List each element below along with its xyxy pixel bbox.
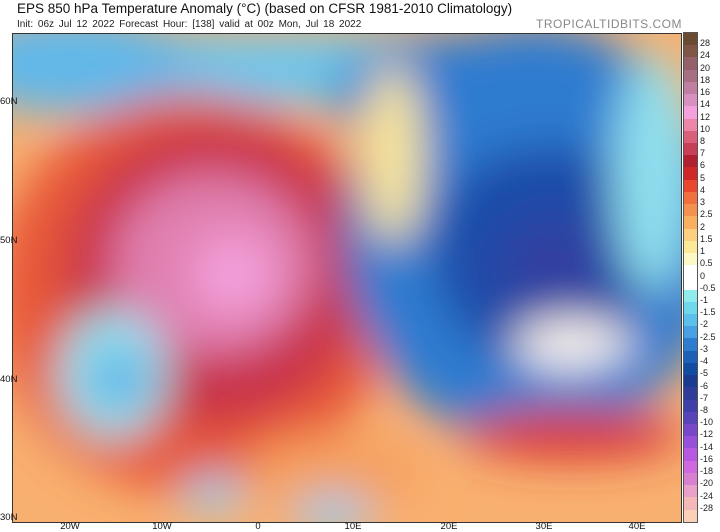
colorbar-label: -2	[700, 319, 709, 330]
colorbar-label: -28	[700, 502, 714, 513]
map-title: EPS 850 hPa Temperature Anomaly (°C) (ba…	[17, 1, 513, 16]
colorbar-label: -0.5	[700, 282, 716, 293]
lon-label-20w: 20W	[60, 521, 80, 532]
colorbar-swatch	[684, 301, 697, 315]
colorbar-swatch	[684, 57, 697, 70]
colorbar-swatch	[684, 277, 697, 290]
colorbar-swatch	[684, 142, 697, 156]
colorbar-label: -18	[700, 466, 714, 477]
lon-label-40e: 40E	[628, 521, 646, 532]
colorbar-swatch	[684, 314, 697, 327]
colorbar-swatch	[684, 411, 697, 424]
colorbar-swatch	[684, 179, 697, 192]
map-subtitle: Init: 06z Jul 12 2022 Forecast Hour: [13…	[17, 19, 362, 30]
colorbar-label: 28	[700, 38, 711, 49]
colorbar-swatch	[684, 399, 697, 412]
colorbar-label: -10	[700, 417, 714, 428]
lat-label-60n: 60N	[0, 96, 18, 107]
colorbar-label: -20	[700, 478, 714, 489]
colorbar-label: 18	[700, 74, 711, 85]
colorbar-label: -5	[700, 368, 709, 379]
colorbar-label: -24	[700, 490, 714, 501]
colorbar-swatch	[684, 265, 697, 278]
colorbar-swatch	[684, 362, 697, 376]
colorbar-label: -1.5	[700, 307, 716, 318]
colorbar-swatch	[684, 289, 697, 302]
colorbar-swatch	[684, 460, 697, 473]
lon-label-10e: 10E	[344, 521, 362, 532]
colorbar-label: 16	[700, 87, 711, 98]
colorbar-swatch	[684, 167, 697, 180]
lon-label-20e: 20E	[440, 521, 458, 532]
colorbar-label: -1	[700, 294, 709, 305]
colorbar-swatch	[684, 448, 697, 461]
colorbar-swatch	[684, 118, 697, 131]
colorbar-swatch	[684, 216, 697, 229]
colorbar-swatch	[684, 69, 697, 82]
brand-label: TROPICALTIDBITS.COM	[536, 17, 682, 31]
colorbar-swatch	[684, 228, 697, 241]
colorbar-swatch	[684, 106, 697, 119]
lat-label-30n: 30N	[0, 512, 18, 523]
colorbar-swatch	[684, 497, 697, 510]
colorbar-label: 5	[700, 172, 706, 183]
colorbar-swatch	[684, 472, 697, 486]
colorbar-label: -16	[700, 453, 714, 464]
colorbar-label: -14	[700, 441, 714, 452]
colorbar-label: 2.5	[700, 209, 713, 220]
colorbar-swatch	[684, 338, 697, 351]
colorbar-label: 0.5	[700, 258, 713, 269]
colorbar-swatch	[684, 252, 697, 266]
colorbar-swatch	[684, 130, 697, 143]
colorbar-label: 6	[700, 160, 706, 171]
colorbar-swatch	[684, 33, 697, 46]
colorbar-swatch	[684, 375, 697, 388]
colorbar-label: -2.5	[700, 331, 716, 342]
colorbar-swatch	[684, 81, 697, 95]
colorbar-label: 24	[700, 50, 711, 61]
colorbar-swatch	[684, 240, 697, 253]
colorbar-swatch	[684, 424, 697, 437]
colorbar-label: 2	[700, 221, 706, 232]
lon-label-30e: 30E	[535, 521, 553, 532]
colorbar	[683, 32, 698, 523]
colorbar-label: -3	[700, 343, 709, 354]
colorbar-label: 20	[700, 62, 711, 73]
colorbar-swatch	[684, 326, 697, 339]
colorbar-swatch	[684, 436, 697, 449]
colorbar-label: 0	[700, 270, 706, 281]
colorbar-swatch	[684, 485, 697, 498]
lon-label-10w: 10W	[152, 521, 172, 532]
colorbar-swatch	[684, 191, 697, 205]
lat-label-40n: 40N	[0, 374, 18, 385]
colorbar-label: 14	[700, 99, 711, 110]
colorbar-label: -7	[700, 392, 709, 403]
lon-label-0: 0	[255, 521, 261, 532]
colorbar-swatch	[684, 509, 697, 522]
colorbar-swatch	[684, 387, 697, 400]
anomaly-map	[12, 33, 682, 523]
colorbar-swatch	[684, 350, 697, 363]
colorbar-label: -4	[700, 356, 709, 367]
colorbar-swatch	[684, 45, 697, 58]
colorbar-label: 7	[700, 148, 706, 159]
colorbar-label: 12	[700, 111, 711, 122]
colorbar-label: 1	[700, 246, 706, 257]
colorbar-label: 3	[700, 197, 706, 208]
colorbar-label: 1.5	[700, 233, 713, 244]
colorbar-label: -12	[700, 429, 714, 440]
lat-label-50n: 50N	[0, 235, 18, 246]
colorbar-swatch	[684, 204, 697, 217]
colorbar-label: -8	[700, 404, 709, 415]
colorbar-label: 8	[700, 136, 706, 147]
colorbar-label: -6	[700, 380, 709, 391]
colorbar-label: 10	[700, 123, 711, 134]
anomaly-field	[13, 34, 681, 522]
colorbar-swatch	[684, 155, 697, 168]
colorbar-swatch	[684, 94, 697, 107]
colorbar-label: 4	[700, 184, 706, 195]
